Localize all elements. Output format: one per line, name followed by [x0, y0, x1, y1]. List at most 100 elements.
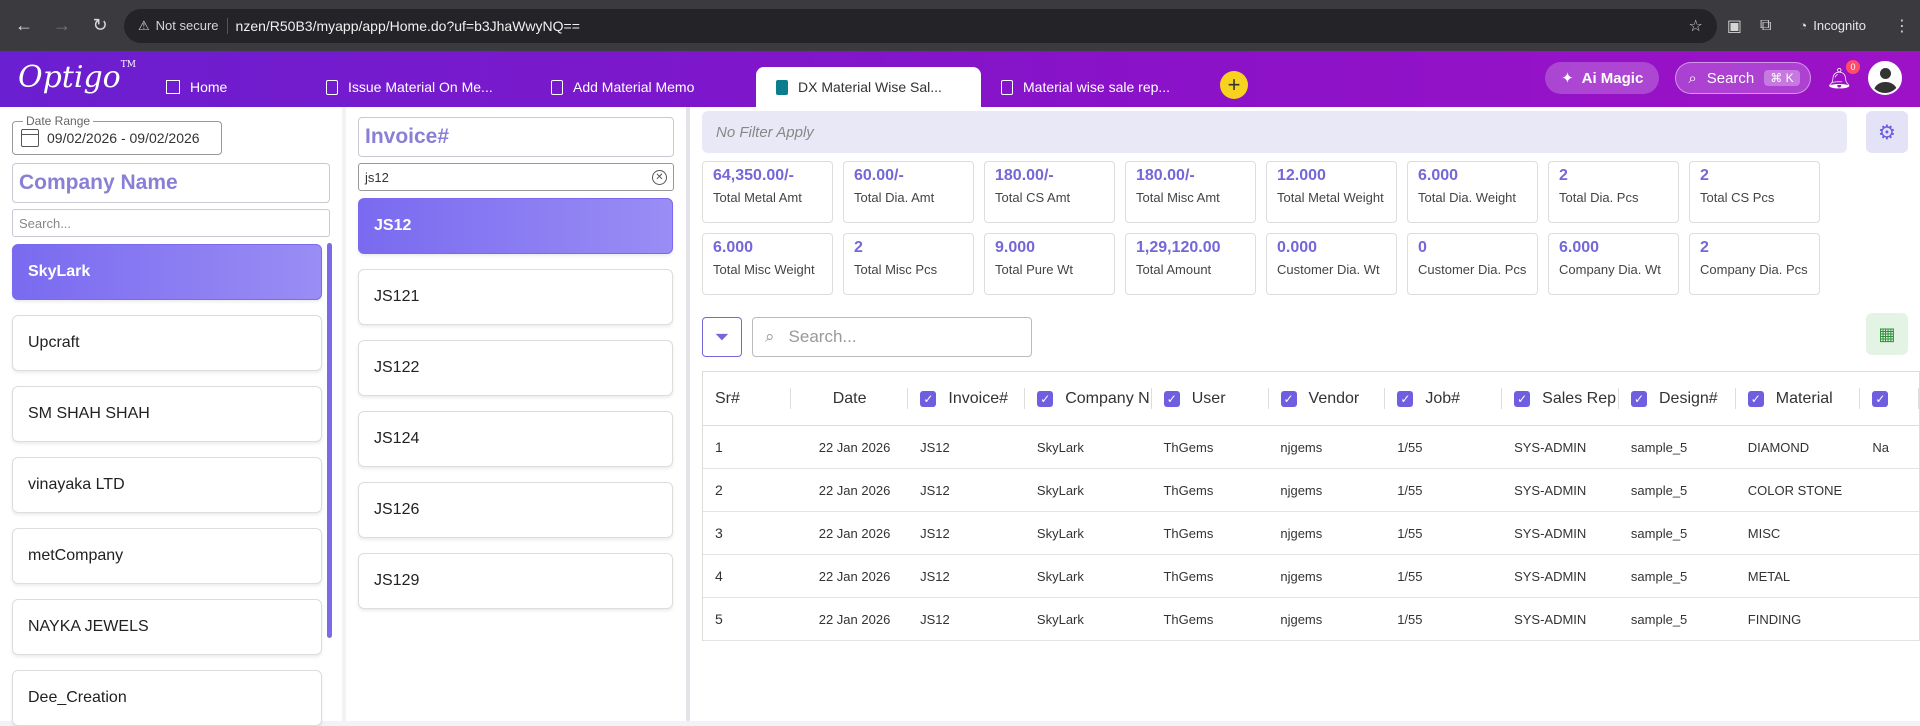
column-header[interactable]: ✓ Company N [1025, 372, 1152, 425]
clear-icon[interactable]: ✕ [652, 169, 667, 185]
add-tab-button[interactable]: + [1220, 71, 1248, 99]
summary-card-value: 6.000 [1418, 167, 1459, 184]
table-cell: 3 [715, 525, 723, 541]
company-item[interactable]: vinayaka LTD [12, 457, 322, 513]
company-item[interactable]: SM SHAH SHAH [12, 386, 322, 442]
tab-material-wise-sale-report[interactable]: Material wise sale rep... [981, 67, 1206, 107]
global-search-button[interactable]: ⌕ Search ⌘ K [1675, 62, 1811, 94]
tab-issue-material[interactable]: Issue Material On Me... [306, 67, 531, 107]
reload-icon[interactable]: ↻ [92, 15, 108, 35]
table-cell: 4 [715, 568, 723, 584]
app-header: OptigoTM Home Issue Material On Me... Ad… [0, 51, 1920, 107]
summary-card-value: 180.00/- [995, 167, 1054, 184]
invoice-item[interactable]: JS129 [358, 553, 673, 609]
summary-card-label: Total Pure Wt [995, 262, 1074, 277]
table-body: 1 22 Jan 2026 JS12 SkyLark ThGems njgems 1/55 S… [703, 426, 1919, 641]
tab-home[interactable]: Home [146, 67, 306, 107]
browser-menu-icon[interactable]: ⋮ [1894, 17, 1910, 35]
column-header[interactable]: ✓ [1860, 372, 1919, 425]
invoice-item[interactable]: JS12 [358, 198, 673, 254]
summary-card-value: 2 [854, 239, 863, 256]
table-cell: METAL [1747, 568, 1791, 584]
column-header[interactable]: ✓ Vendor [1269, 372, 1386, 425]
column-checkbox[interactable]: ✓ [1037, 390, 1054, 407]
bookmark-star-icon[interactable]: ☆ [1688, 17, 1703, 35]
company-search-input[interactable]: Search... [12, 209, 330, 237]
column-checkbox[interactable]: ✓ [1872, 390, 1889, 407]
search-icon: ⌕ [1688, 69, 1697, 87]
gear-icon: ⚙ [1878, 121, 1896, 144]
table-row[interactable]: 5 22 Jan 2026 JS12 SkyLark ThGems njgems 1/55 S… [703, 598, 1919, 641]
summary-card-value: 2 [1700, 239, 1709, 256]
invoice-panel: Invoice# js12 ✕ JS12 JS121 JS122 JS124 J… [346, 107, 690, 721]
column-header[interactable]: ✓ Sales Rep [1502, 372, 1619, 425]
summary-card: 64,350.00/- Total Metal Amt [702, 161, 833, 223]
table-cell: DIAMOND [1747, 439, 1810, 455]
settings-button[interactable]: ⚙ [1866, 111, 1908, 153]
address-bar[interactable]: ⚠ Not secure nzen/R50B3/myapp/app/Home.d… [124, 8, 1717, 43]
column-header[interactable]: ✓ User [1152, 372, 1269, 425]
incognito-indicator[interactable]: ◔ Incognito [1799, 18, 1866, 33]
summary-card-label: Total CS Amt [995, 190, 1071, 205]
column-checkbox[interactable]: ✓ [1514, 390, 1531, 407]
not-secure-indicator[interactable]: ⚠ Not secure [138, 17, 228, 34]
column-checkbox[interactable]: ✓ [920, 390, 937, 407]
summary-card-value: 2 [1700, 167, 1709, 184]
table-cell: 2 [715, 482, 723, 498]
extensions-icon[interactable]: ⧉ [1759, 16, 1772, 34]
url-text[interactable]: nzen/R50B3/myapp/app/Home.do?uf=b3JhaWwy… [235, 17, 580, 34]
invoice-search-input[interactable]: js12 ✕ [358, 163, 674, 191]
invoice-item[interactable]: JS126 [358, 482, 673, 538]
ai-magic-button[interactable]: ✦ Ai Magic [1545, 62, 1660, 94]
invoice-item[interactable]: JS121 [358, 269, 673, 325]
company-list-scrollbar[interactable] [327, 243, 332, 638]
company-item[interactable]: Dee_Creation [12, 670, 322, 726]
optigo-logo[interactable]: OptigoTM [18, 60, 136, 95]
table-row[interactable]: 4 22 Jan 2026 JS12 SkyLark ThGems njgems 1/55 S… [703, 555, 1919, 598]
column-checkbox[interactable]: ✓ [1747, 390, 1764, 407]
column-checkbox[interactable]: ✓ [1163, 390, 1180, 407]
notifications-button[interactable]: 🔔︎ 0 [1827, 59, 1860, 91]
tab-add-material-memo[interactable]: Add Material Memo [531, 67, 756, 107]
table-row[interactable]: 3 22 Jan 2026 JS12 SkyLark ThGems njgems 1/55 S… [703, 512, 1919, 555]
company-item[interactable]: Upcraft [12, 315, 322, 371]
column-checkbox[interactable]: ✓ [1630, 390, 1647, 407]
date-range-picker[interactable]: Date Range 09/02/2026 - 09/02/2026 [12, 114, 222, 155]
table-row[interactable]: 1 22 Jan 2026 JS12 SkyLark ThGems njgems 1/55 S… [703, 426, 1919, 469]
invoice-item[interactable]: JS122 [358, 340, 673, 396]
sparkle-icon: ✦ [1561, 70, 1574, 87]
table-row[interactable]: 2 22 Jan 2026 JS12 SkyLark ThGems njgems 1/55 S… [703, 469, 1919, 512]
report-table: Sr# Date ✓ Invoice# ✓ Company N ✓ User ✓ Vendor ✓ J… [702, 371, 1920, 641]
column-header[interactable]: Date [791, 372, 909, 425]
company-item[interactable]: metCompany [12, 528, 322, 584]
table-cell: JS12 [920, 611, 950, 627]
report-panel: No Filter Apply ⚙ 64,350.00/- Total Metal… [690, 107, 1920, 721]
incognito-icon: ◔ [1799, 18, 1808, 33]
company-item[interactable]: SkyLark [12, 244, 322, 300]
column-header[interactable]: ✓ Material [1736, 372, 1861, 425]
column-header[interactable]: ✓ Design# [1619, 372, 1736, 425]
company-item[interactable]: NAYKA JEWELS [12, 599, 322, 655]
user-avatar[interactable] [1868, 61, 1902, 95]
table-search-input[interactable]: ⌕ Search... [752, 317, 1032, 357]
column-header-label: User [1191, 389, 1226, 407]
column-checkbox[interactable]: ✓ [1397, 390, 1414, 407]
column-header[interactable]: Sr# [703, 372, 791, 425]
table-cell: 22 Jan 2026 [818, 568, 891, 584]
back-icon[interactable]: ← [15, 15, 33, 35]
invoice-item[interactable]: JS124 [358, 411, 673, 467]
column-header[interactable]: ✓ Invoice# [908, 372, 1026, 425]
reading-list-icon[interactable]: ▣ [1726, 17, 1742, 35]
summary-card-label: Total Metal Amt [713, 190, 802, 205]
table-cell: 1 [715, 439, 723, 455]
table-cell: 1/55 [1397, 525, 1423, 541]
table-cell: JS12 [920, 568, 950, 584]
column-header[interactable]: ✓ Job# [1385, 372, 1502, 425]
summary-card: 6.000 Company Dia. Wt [1548, 233, 1679, 295]
table-cell: 22 Jan 2026 [818, 482, 891, 498]
export-excel-button[interactable]: ▦ [1866, 313, 1908, 355]
forward-icon[interactable]: → [53, 15, 71, 35]
tab-dx-material-wise-sale[interactable]: DX Material Wise Sal... [756, 67, 981, 107]
filter-button[interactable]: ⏷ [702, 317, 742, 357]
column-checkbox[interactable]: ✓ [1280, 390, 1297, 407]
